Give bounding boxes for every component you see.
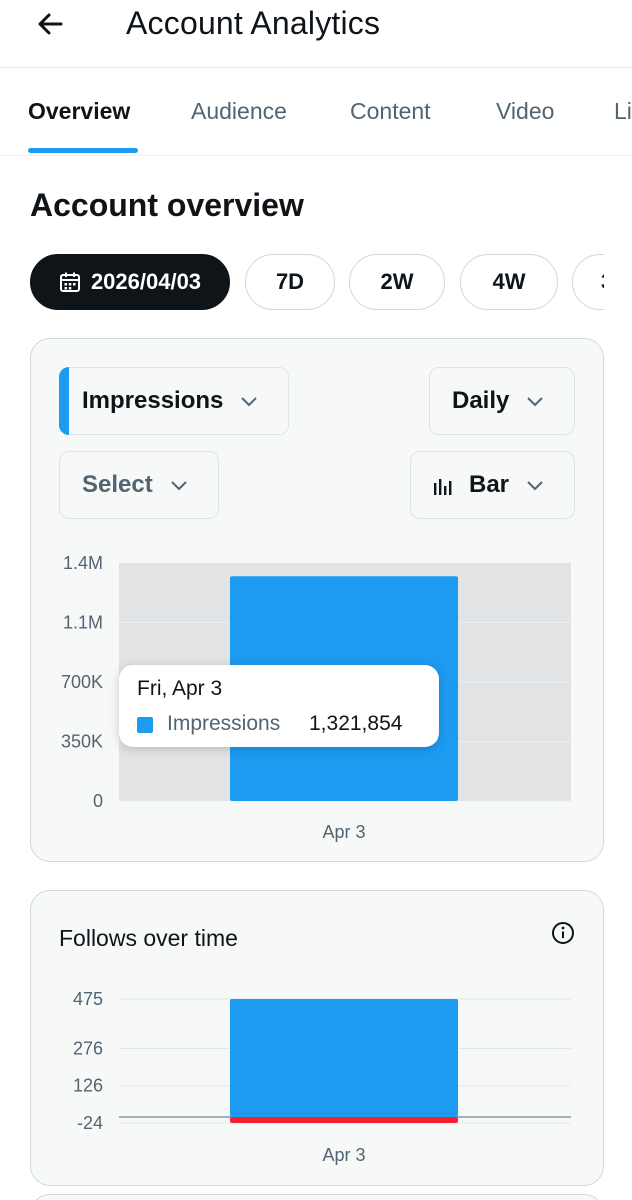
metric-dropdown[interactable]: Impressions bbox=[59, 367, 289, 435]
granularity-dropdown[interactable]: Daily bbox=[429, 367, 575, 435]
y-tick-label: 700K bbox=[61, 672, 103, 692]
x-tick-label: Apr 3 bbox=[322, 822, 365, 842]
chart-tooltip: Fri, Apr 3 Impressions 1,321,854 bbox=[119, 665, 439, 747]
tab-video[interactable]: Video bbox=[496, 98, 555, 124]
chevron-down-icon bbox=[525, 475, 545, 495]
y-tick-label: 350K bbox=[61, 732, 103, 752]
tab-overview[interactable]: Overview bbox=[28, 98, 131, 124]
y-tick-label: 276 bbox=[73, 1038, 103, 1058]
chart-type-dropdown[interactable]: Bar bbox=[410, 451, 575, 519]
range-chip-4w[interactable]: 4W bbox=[460, 254, 558, 310]
tab-audience[interactable]: Audience bbox=[191, 98, 287, 124]
bar-follows bbox=[230, 999, 458, 1118]
metric-dropdown-label: Impressions bbox=[82, 387, 224, 414]
range-chip-2w[interactable]: 2W bbox=[349, 254, 445, 310]
x-tick-label: Apr 3 bbox=[322, 1145, 365, 1165]
y-tick-label: 1.4M bbox=[63, 553, 103, 573]
section-title: Account overview bbox=[30, 187, 304, 223]
impressions-card: Impressions Daily Select Bar 1.4M 1.1 bbox=[30, 338, 604, 862]
tab-li[interactable]: Li bbox=[614, 98, 632, 124]
next-card-partial bbox=[30, 1194, 604, 1200]
chart-type-dropdown-label: Bar bbox=[469, 471, 510, 498]
y-tick-label: -24 bbox=[77, 1113, 103, 1133]
tooltip-value: 1,321,854 bbox=[309, 712, 403, 735]
compare-dropdown-label: Select bbox=[82, 471, 153, 498]
page-title: Account Analytics bbox=[126, 5, 381, 41]
metric-color-bar bbox=[59, 367, 69, 435]
back-button[interactable] bbox=[28, 2, 72, 46]
chevron-down-icon bbox=[239, 391, 259, 411]
tooltip-series-name: Impressions bbox=[167, 712, 281, 735]
chevron-down-icon bbox=[169, 475, 189, 495]
chevron-down-icon bbox=[525, 391, 545, 411]
follows-chart: 475 276 126 -24 Apr 3 bbox=[73, 989, 571, 1165]
y-tick-label: 126 bbox=[73, 1076, 103, 1096]
tooltip-series-swatch bbox=[137, 717, 153, 733]
date-range-chips: 2026/04/03 7D 2W 4W 3 bbox=[0, 252, 604, 312]
granularity-dropdown-label: Daily bbox=[452, 387, 510, 414]
active-tab-indicator bbox=[28, 148, 138, 153]
range-chip-3[interactable]: 3 bbox=[572, 254, 604, 310]
arrow-left-icon bbox=[38, 13, 63, 35]
follows-card: Follows over time 475 276 126 -24 Apr 3 bbox=[30, 890, 604, 1186]
y-tick-label: 0 bbox=[93, 791, 103, 811]
date-picker-chip[interactable]: 2026/04/03 bbox=[30, 254, 230, 310]
range-chip-7d[interactable]: 7D bbox=[245, 254, 335, 310]
compare-dropdown[interactable]: Select bbox=[59, 451, 219, 519]
app-header: Account Analytics bbox=[0, 0, 632, 68]
bar-chart-icon bbox=[433, 475, 453, 495]
selected-date: 2026/04/03 bbox=[90, 269, 202, 294]
follows-card-title: Follows over time bbox=[59, 925, 238, 951]
y-tick-label: 1.1M bbox=[63, 613, 103, 633]
calendar-icon bbox=[59, 271, 81, 293]
tab-bar: Overview Audience Content Video Li bbox=[0, 68, 632, 156]
bar-unfollows bbox=[230, 1117, 458, 1123]
y-tick-label: 475 bbox=[73, 989, 103, 1009]
info-icon[interactable] bbox=[551, 921, 575, 950]
tooltip-date: Fri, Apr 3 bbox=[137, 677, 223, 700]
tab-content[interactable]: Content bbox=[350, 98, 431, 124]
